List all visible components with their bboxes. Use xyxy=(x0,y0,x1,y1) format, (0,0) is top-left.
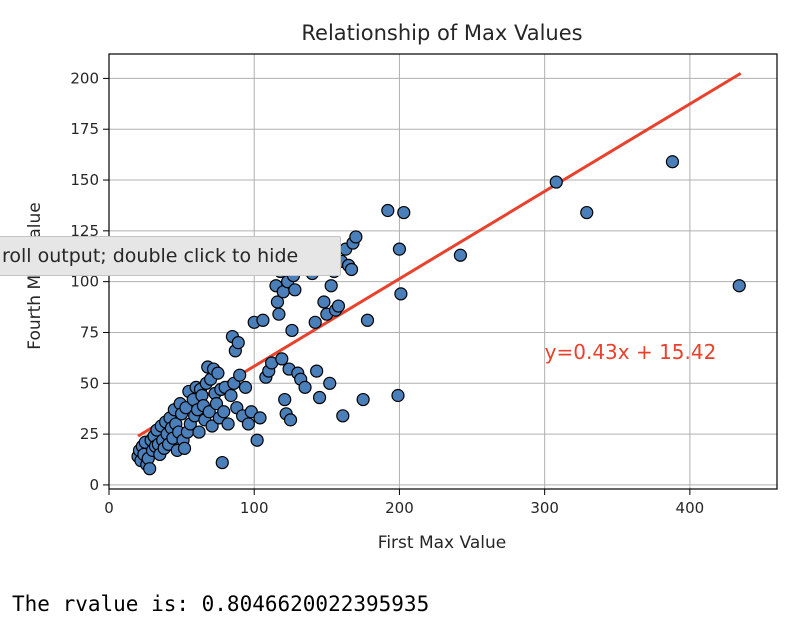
scatter-point xyxy=(233,368,247,382)
scatter-point xyxy=(580,205,594,220)
scatter-point xyxy=(381,203,395,218)
scatter-point xyxy=(272,307,286,321)
y-tick-label: 0 xyxy=(89,476,99,494)
grid-lines xyxy=(108,54,777,489)
scatter-point xyxy=(217,405,231,419)
scatter-point xyxy=(283,413,298,427)
data-points xyxy=(131,155,746,476)
scatter-point xyxy=(192,425,206,439)
x-tick-label: 100 xyxy=(240,499,269,517)
scatter-point xyxy=(308,315,322,329)
scatter-point xyxy=(336,409,350,423)
scatter-point xyxy=(253,411,267,425)
scatter-point xyxy=(665,155,680,169)
x-tick-label: 400 xyxy=(676,499,705,517)
scatter-point xyxy=(310,364,324,378)
scatter-point xyxy=(215,455,229,470)
scatter-point xyxy=(331,299,346,313)
x-tick-label: 0 xyxy=(104,499,114,517)
scatter-point xyxy=(143,462,157,476)
y-tick-label: 200 xyxy=(70,69,99,87)
scatter-point xyxy=(356,392,370,407)
scatter-point xyxy=(732,279,746,293)
x-axis-label: First Max Value xyxy=(378,533,506,553)
scatter-point xyxy=(312,390,327,405)
x-tick-label: 300 xyxy=(530,499,559,517)
y-tick-label: 100 xyxy=(70,273,99,291)
scatter-point xyxy=(202,405,216,419)
scatter-point xyxy=(256,313,270,327)
scatter-point xyxy=(323,376,337,390)
x-axis-ticks: 0 100 200 300 400 xyxy=(104,489,704,517)
y-tick-label: 50 xyxy=(80,374,99,392)
scatter-point xyxy=(221,417,235,431)
x-tick-label: 200 xyxy=(385,499,414,517)
scatter-point xyxy=(231,336,245,350)
chart-title: Relationship of Max Values xyxy=(301,21,582,45)
rvalue-output-text: The rvalue is: 0.8046620022395935 xyxy=(12,592,430,616)
scatter-point xyxy=(211,366,225,380)
scatter-point xyxy=(349,230,363,244)
scatter-point xyxy=(317,295,331,309)
y-axis-ticks: 0 25 50 75 100 125 150 175 200 xyxy=(70,69,109,494)
y-tick-label: 25 xyxy=(80,425,99,443)
scatter-point xyxy=(250,433,264,447)
scroll-output-tooltip[interactable]: roll output; double click to hide xyxy=(0,236,341,276)
y-tick-label: 125 xyxy=(70,222,99,240)
scatter-point xyxy=(391,388,405,403)
scatter-point xyxy=(344,262,359,277)
scatter-point xyxy=(360,313,375,327)
scatter-point xyxy=(275,352,289,366)
y-axis-label: Fourth Max Value xyxy=(25,202,45,349)
scatter-point xyxy=(394,287,408,301)
y-tick-label: 75 xyxy=(80,323,99,341)
regression-equation-annotation: y=0.43x + 15.42 xyxy=(545,340,717,364)
scatter-chart: Relationship of Max Values 0 100 200 300 400… xyxy=(25,21,778,553)
scatter-point xyxy=(177,441,192,455)
scatter-point xyxy=(224,388,238,403)
scatter-point xyxy=(453,248,468,262)
scatter-point xyxy=(278,392,292,407)
scatter-point xyxy=(397,205,411,220)
scatter-point xyxy=(238,380,253,394)
scatter-point xyxy=(324,279,338,293)
scatter-point xyxy=(549,175,563,189)
scatter-point xyxy=(298,380,312,394)
scatter-point xyxy=(285,323,299,338)
scatter-point xyxy=(241,417,256,431)
scatter-point xyxy=(205,419,219,433)
scatter-point xyxy=(288,283,302,297)
scatter-point xyxy=(209,397,224,411)
scatter-point xyxy=(392,242,407,256)
y-tick-label: 175 xyxy=(70,120,99,138)
y-tick-label: 150 xyxy=(70,171,99,189)
